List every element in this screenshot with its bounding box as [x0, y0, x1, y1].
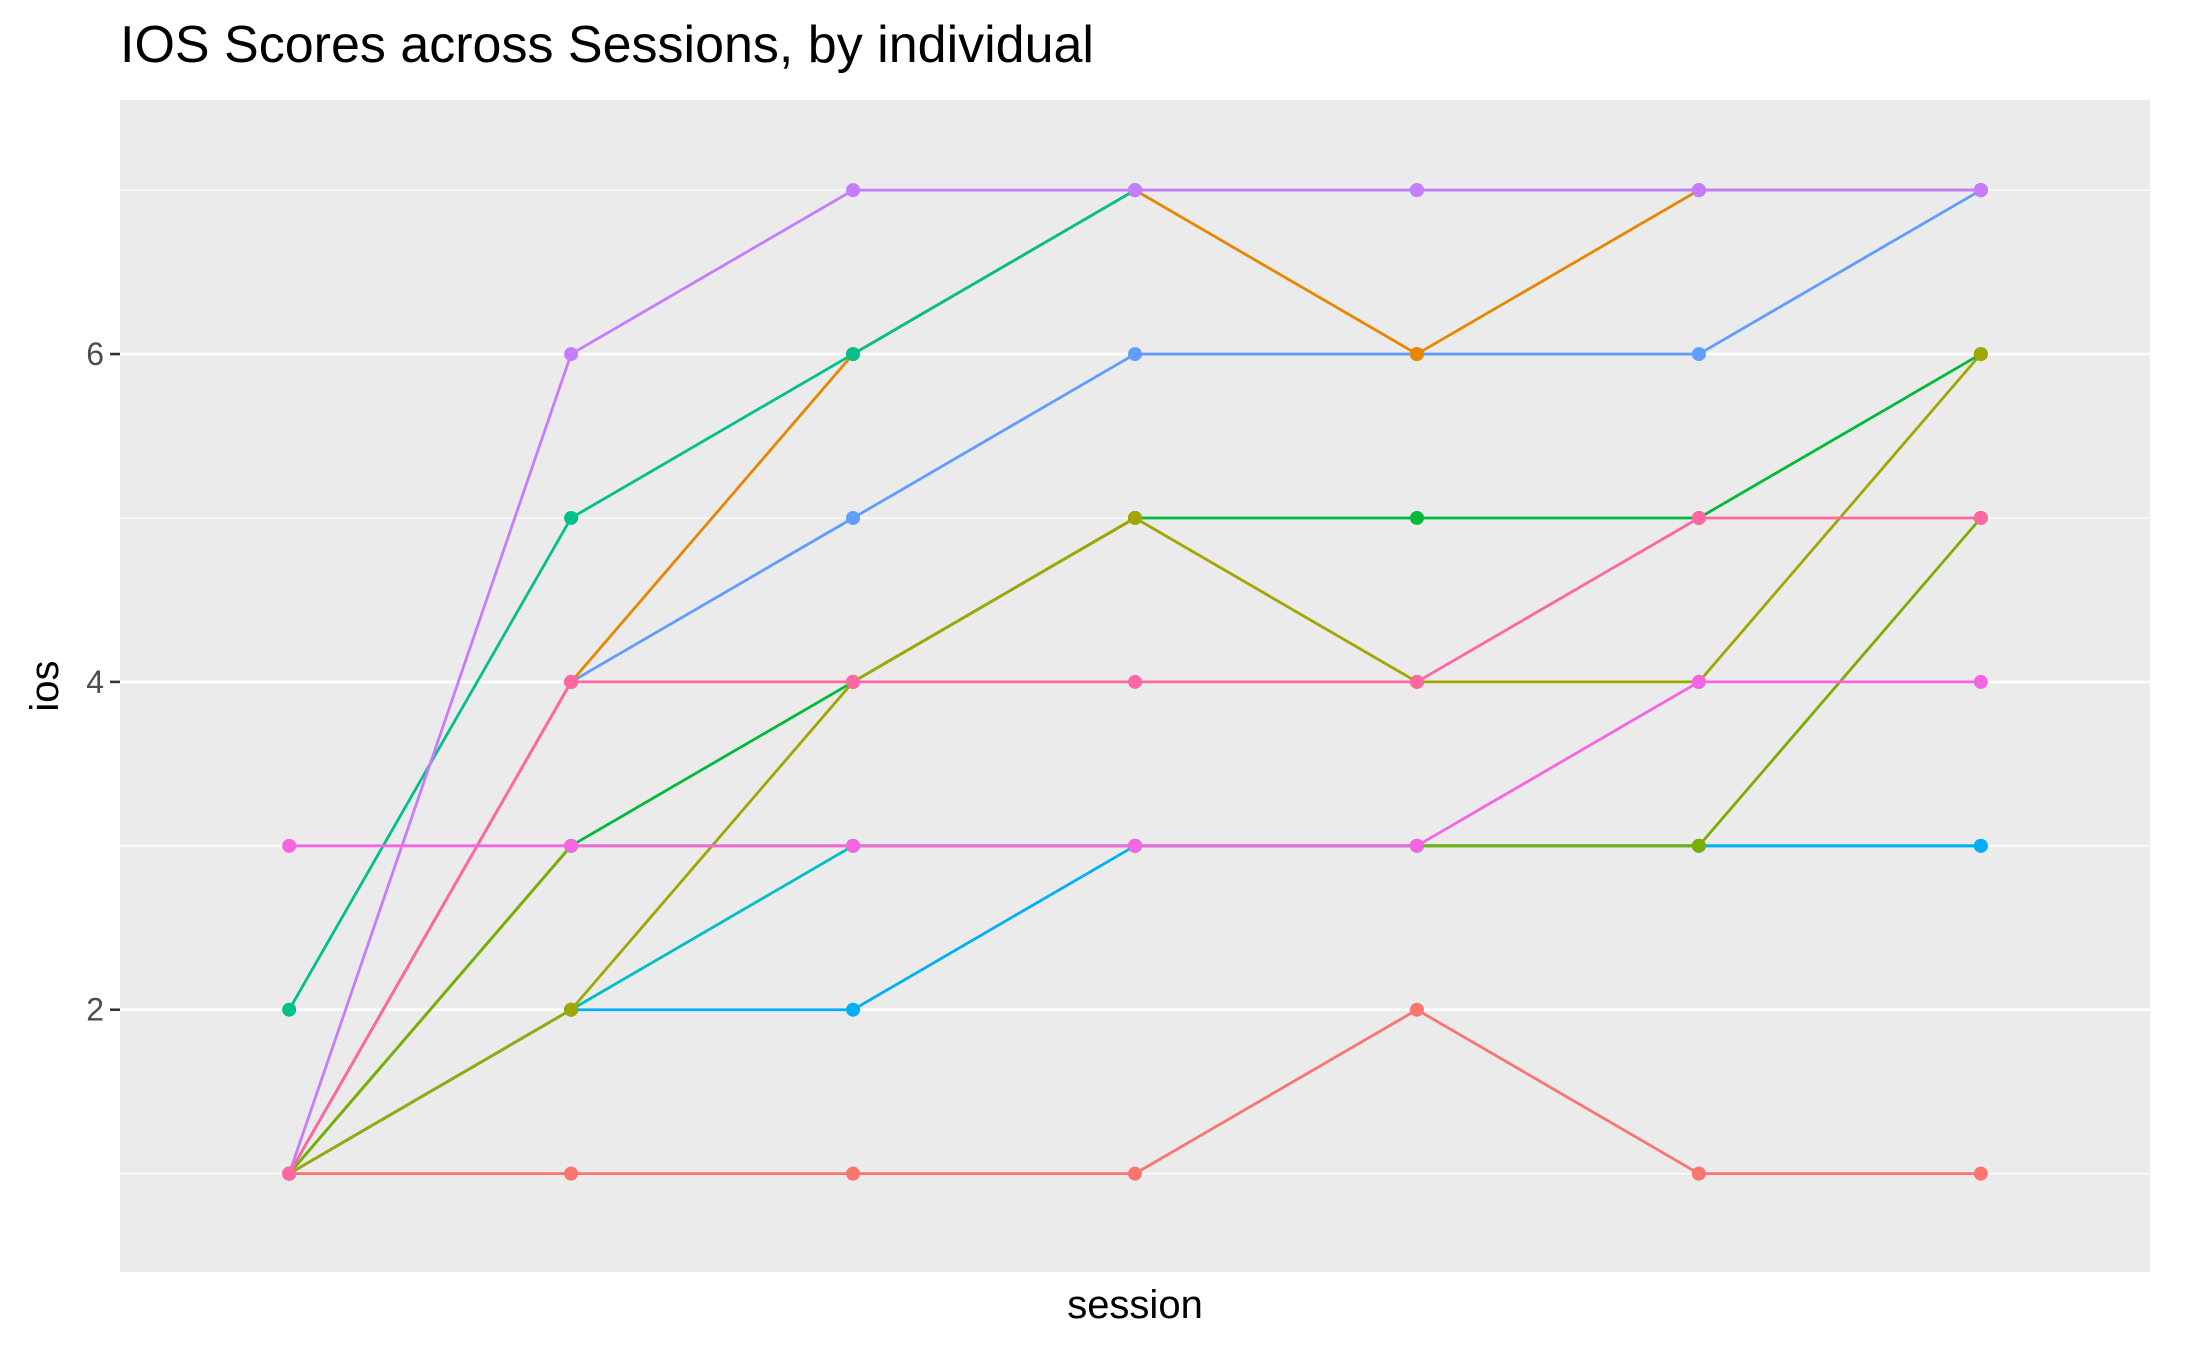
data-point — [1973, 510, 1988, 525]
y-tick-label: 6 — [86, 336, 104, 372]
data-point — [846, 1166, 861, 1181]
data-point — [1973, 347, 1988, 362]
data-point — [1691, 510, 1706, 525]
data-point — [1691, 347, 1706, 362]
chart-title: IOS Scores across Sessions, by individua… — [120, 16, 1094, 74]
y-tick-label: 4 — [86, 664, 104, 700]
data-point — [1691, 1166, 1706, 1181]
data-point — [1691, 674, 1706, 689]
data-point — [1973, 838, 1988, 853]
data-point — [564, 838, 579, 853]
data-point — [1128, 347, 1142, 362]
series-11 — [282, 510, 1988, 1181]
y-axis-title: ios — [23, 660, 67, 711]
x-axis-title: session — [1067, 1283, 1203, 1327]
data-point — [564, 1166, 579, 1181]
data-point — [1973, 183, 1988, 198]
data-point — [1409, 838, 1424, 853]
data-point — [1128, 1166, 1142, 1181]
data-point — [1409, 1002, 1424, 1017]
data-point — [564, 1002, 579, 1017]
series-12 — [282, 674, 1988, 853]
data-point — [564, 674, 579, 689]
data-point — [1128, 674, 1142, 689]
data-point — [1973, 1166, 1988, 1181]
data-point — [282, 1002, 297, 1017]
data-point — [1973, 674, 1988, 689]
data-point — [564, 347, 579, 362]
y-axis-ticks: 2 4 6 — [86, 336, 120, 1028]
data-point — [1409, 347, 1424, 362]
data-point — [282, 1166, 297, 1181]
data-point — [846, 347, 861, 362]
series-1 — [282, 1002, 1988, 1181]
series-lines — [282, 183, 1988, 1181]
data-point — [1691, 183, 1706, 198]
data-point — [1128, 183, 1142, 198]
data-point — [846, 510, 861, 525]
data-point — [564, 510, 579, 525]
data-point — [846, 674, 861, 689]
data-point — [1409, 183, 1424, 198]
data-point — [1409, 674, 1424, 689]
data-point — [846, 183, 861, 198]
data-point — [1128, 510, 1142, 525]
data-point — [846, 838, 861, 853]
data-point — [1691, 838, 1706, 853]
data-point — [1128, 838, 1142, 853]
y-tick-label: 2 — [86, 992, 104, 1028]
data-point — [846, 1002, 861, 1017]
data-point — [282, 838, 297, 853]
data-point — [1409, 510, 1424, 525]
